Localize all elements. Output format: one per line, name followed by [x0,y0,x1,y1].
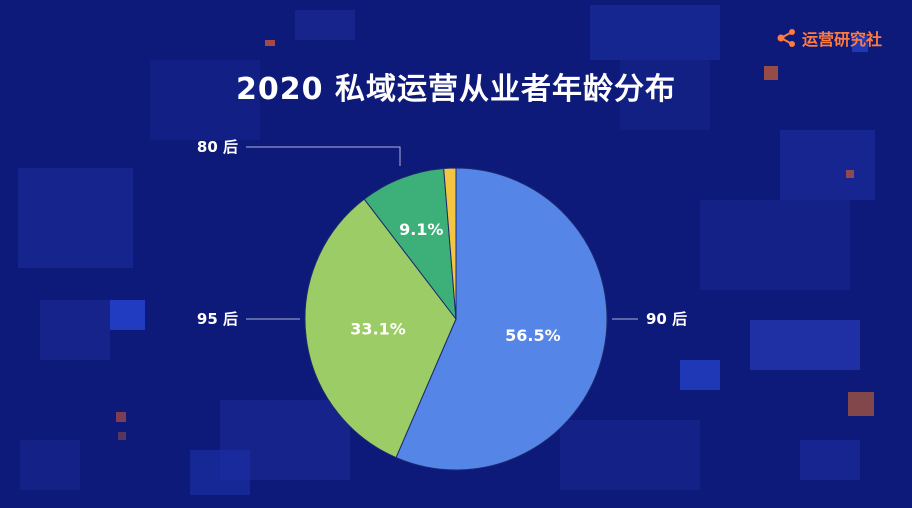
slice-value-label: 33.1% [350,320,406,339]
bg-square [764,66,778,80]
slice-category-label: 90 后 [646,310,687,328]
bg-square [848,392,874,416]
bg-square [780,130,875,200]
bg-square [265,40,275,46]
bg-square [590,5,720,60]
bg-square [620,60,710,130]
slice-value-label: 56.5% [505,326,561,345]
slice-category-label: 80 后 [197,138,238,156]
share-nodes-icon [777,29,795,47]
brand-logo: 运营研究社 [776,26,882,50]
leader-line [246,146,401,166]
bg-square [295,10,355,40]
bg-square [118,432,126,440]
bg-square [846,170,854,178]
pie-slice [443,167,457,320]
bg-square [750,320,860,370]
bg-square [852,36,868,52]
bg-square [700,200,850,290]
bg-square [190,450,250,495]
pie-slice [363,167,457,321]
slice-category-label: 95 后 [197,310,238,328]
slice-value-label: 9.1% [399,220,443,239]
brand-name: 运营研究社 [801,30,882,49]
pie-slice [395,167,608,471]
bg-square [110,300,145,330]
bg-square [560,420,700,490]
bg-square [680,360,720,390]
bg-square [40,300,110,360]
bg-square [18,168,133,268]
chart-title: 2020 私域运营从业者年龄分布 [236,72,676,107]
bg-square [116,412,126,422]
pie-slice [304,198,457,459]
bg-square [20,440,80,490]
bg-square [800,440,860,480]
bg-square [150,60,260,140]
